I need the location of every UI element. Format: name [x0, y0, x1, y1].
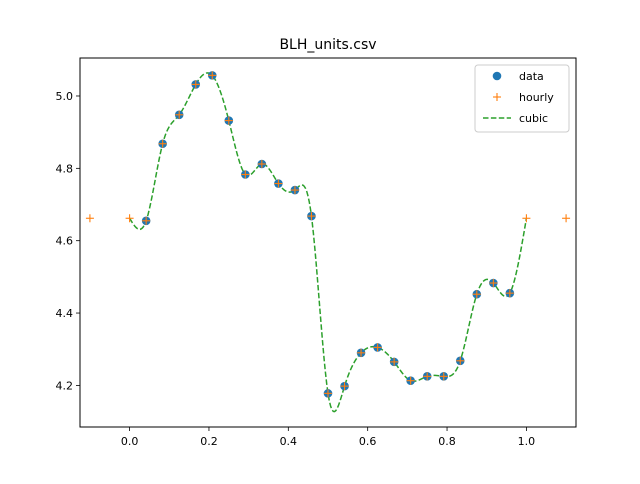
- hourly-point: [175, 110, 184, 119]
- y-tick-label: 4.6: [56, 235, 74, 248]
- hourly-point: [456, 356, 465, 365]
- chart-title: BLH_units.csv: [279, 37, 376, 53]
- hourly-point: [290, 186, 299, 195]
- y-tick-label: 5.0: [56, 90, 74, 103]
- hourly-point: [224, 116, 233, 125]
- y-tick-label: 4.4: [56, 307, 74, 320]
- hourly-point: [241, 170, 250, 179]
- legend-hourly-marker: [493, 93, 501, 101]
- series-cubic-line: [128, 72, 528, 413]
- hourly-point: [406, 376, 415, 385]
- hourly-point: [324, 389, 332, 398]
- hourly-point: [357, 348, 366, 357]
- legend-label: data: [519, 70, 544, 83]
- hourly-point: [423, 372, 432, 381]
- hourly-point: [257, 159, 266, 168]
- y-tick-label: 4.2: [56, 379, 74, 392]
- plot-frame: [79, 57, 577, 428]
- hourly-point: [472, 290, 481, 299]
- legend: data hourly cubic: [474, 64, 570, 133]
- hourly-point: [562, 214, 571, 223]
- x-tick-label: 1.0: [518, 435, 536, 448]
- hourly-point: [307, 212, 316, 221]
- hourly-point: [142, 216, 151, 225]
- hourly-point: [373, 343, 382, 352]
- hourly-point: [340, 382, 349, 391]
- legend-box: [474, 64, 570, 133]
- hourly-point: [505, 289, 514, 298]
- legend-label: hourly: [519, 91, 554, 104]
- hourly-point: [85, 214, 94, 223]
- hourly-point: [522, 214, 531, 223]
- axes: 0.0 0.2 0.4 0.6 0.8 1.0 4.2 4.4 4.6 4.8 5.0: [56, 90, 536, 448]
- plot-area: [85, 71, 571, 413]
- hourly-point: [390, 357, 399, 366]
- x-tick-label: 0.4: [280, 435, 298, 448]
- hourly-point: [489, 279, 498, 288]
- x-tick-label: 0.2: [200, 435, 218, 448]
- x-tick-label: 0.0: [121, 435, 139, 448]
- hourly-point: [191, 80, 200, 89]
- x-tick-label: 0.6: [359, 435, 377, 448]
- hourly-point: [208, 71, 217, 80]
- x-tick-label: 0.8: [438, 435, 456, 448]
- hourly-point: [125, 214, 134, 223]
- legend-label: cubic: [519, 112, 548, 125]
- hourly-point: [439, 372, 448, 381]
- y-tick-label: 4.8: [56, 162, 74, 175]
- hourly-point: [158, 139, 167, 148]
- hourly-point: [274, 179, 283, 188]
- legend-data-marker: [492, 71, 502, 81]
